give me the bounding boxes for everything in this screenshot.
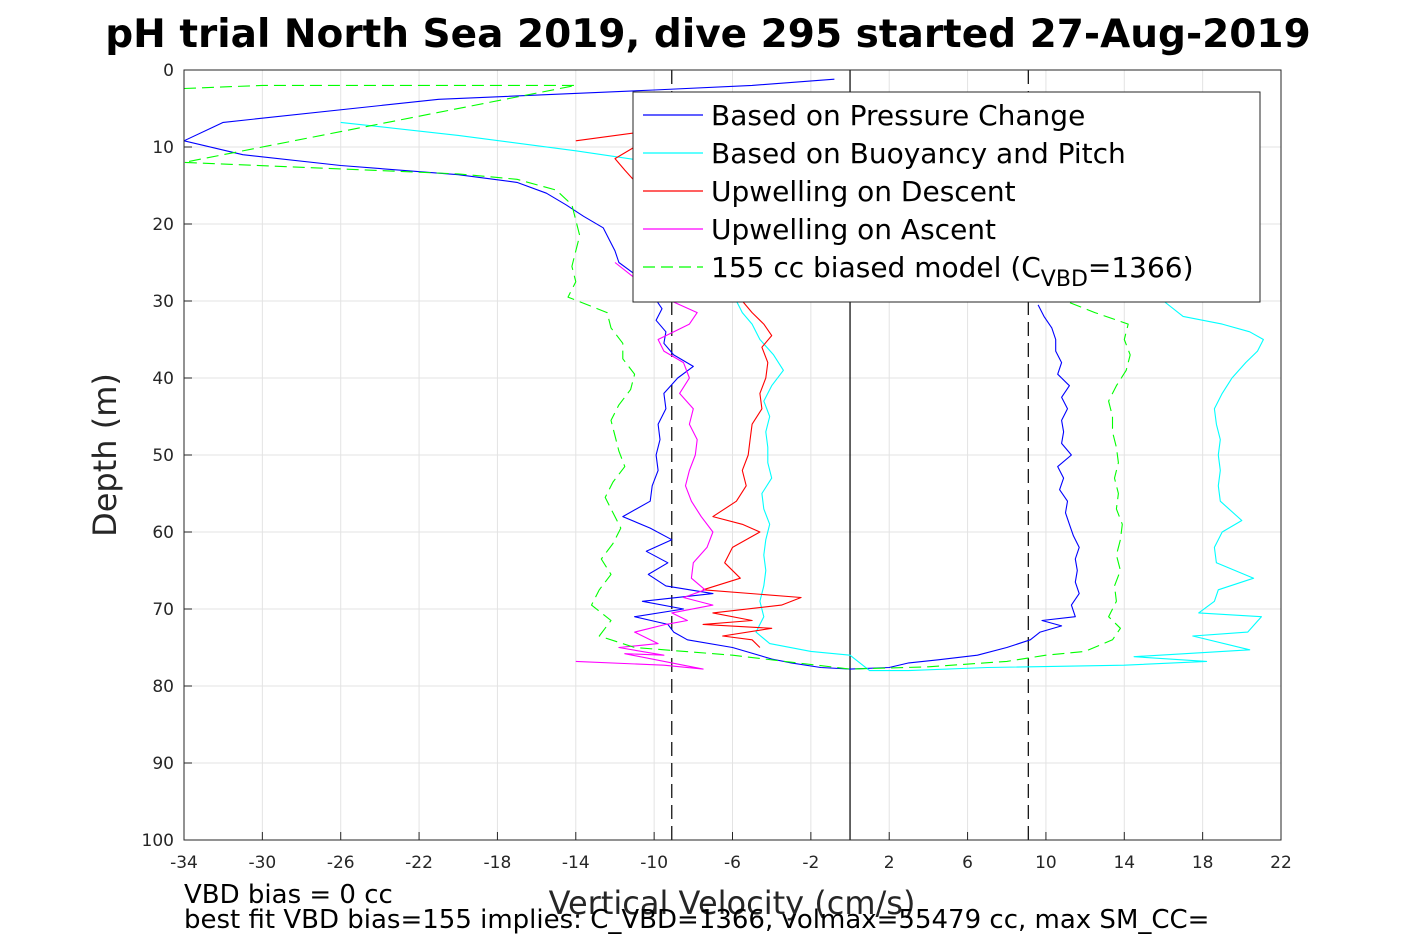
y-axis-label: Depth (m) [86, 373, 124, 537]
legend-label: Based on Pressure Change [711, 99, 1085, 132]
y-tick-label: 100 [142, 831, 174, 851]
legend-label-text: Based on Pressure Change [711, 99, 1085, 132]
legend-label-text: Upwelling on Descent [711, 175, 1016, 208]
x-tick-label: 14 [1113, 853, 1135, 873]
legend-label: Upwelling on Descent [711, 175, 1016, 208]
x-tick-label: 22 [1270, 853, 1292, 873]
x-tick-label: -6 [724, 853, 741, 873]
x-tick-label: -26 [327, 853, 355, 873]
y-tick-label: 90 [152, 754, 174, 774]
y-tick-label: 0 [163, 61, 174, 81]
legend-label-suffix: =1366) [1088, 251, 1194, 284]
series-line-1 [340, 121, 1264, 672]
legend-label-text: 155 cc biased model (C [711, 251, 1041, 284]
x-tick-label: 2 [884, 853, 895, 873]
annotation-best-fit: best fit VBD bias=155 implies: C_VBD=136… [184, 905, 1209, 935]
x-tick-label: -30 [248, 853, 276, 873]
y-tick-label: 10 [152, 138, 174, 158]
x-tick-label: -34 [170, 853, 198, 873]
legend: Based on Pressure Change Based on Buoyanc… [632, 91, 1261, 303]
chart-title: pH trial North Sea 2019, dive 295 starte… [105, 12, 1310, 57]
y-tick-label: 70 [152, 600, 174, 620]
legend-label: Upwelling on Ascent [711, 213, 996, 246]
x-axis-label: Vertical Velocity (cm/s) [549, 884, 916, 922]
y-tick-label: 30 [152, 292, 174, 312]
legend-label-subscript: VBD [1041, 267, 1088, 292]
legend-box [632, 91, 1261, 303]
series-line-0 [184, 78, 1080, 670]
legend-label: Based on Buoyancy and Pitch [711, 137, 1126, 170]
x-tick-label: -2 [802, 853, 819, 873]
annotation-vbd-bias: VBD bias = 0 cc [184, 880, 393, 910]
legend-label-text: Based on Buoyancy and Pitch [711, 137, 1126, 170]
legend-label-text: Upwelling on Ascent [711, 213, 996, 246]
x-tick-label: -10 [640, 853, 668, 873]
x-tick-label: 18 [1192, 853, 1214, 873]
y-axis-ticks: 0 10 20 30 40 50 60 70 80 90 100 [142, 61, 192, 851]
y-tick-label: 60 [152, 523, 174, 543]
x-tick-label: -14 [562, 853, 590, 873]
y-tick-label: 20 [152, 215, 174, 235]
y-tick-label: 50 [152, 446, 174, 466]
x-tick-label: 6 [962, 853, 973, 873]
x-tick-label: 10 [1035, 853, 1057, 873]
y-tick-label: 40 [152, 369, 174, 389]
series-line-4 [184, 84, 1131, 670]
x-tick-label: -22 [405, 853, 433, 873]
series-line-3 [575, 262, 714, 670]
y-tick-label: 80 [152, 677, 174, 697]
legend-label: 155 cc biased model (CVBD=1366) [711, 251, 1194, 292]
x-axis-ticks: -34 -30 -26 -22 -18 -14 -10 -6 -2 2 6 10 14 18 22 [170, 832, 1292, 873]
x-tick-label: -18 [484, 853, 512, 873]
